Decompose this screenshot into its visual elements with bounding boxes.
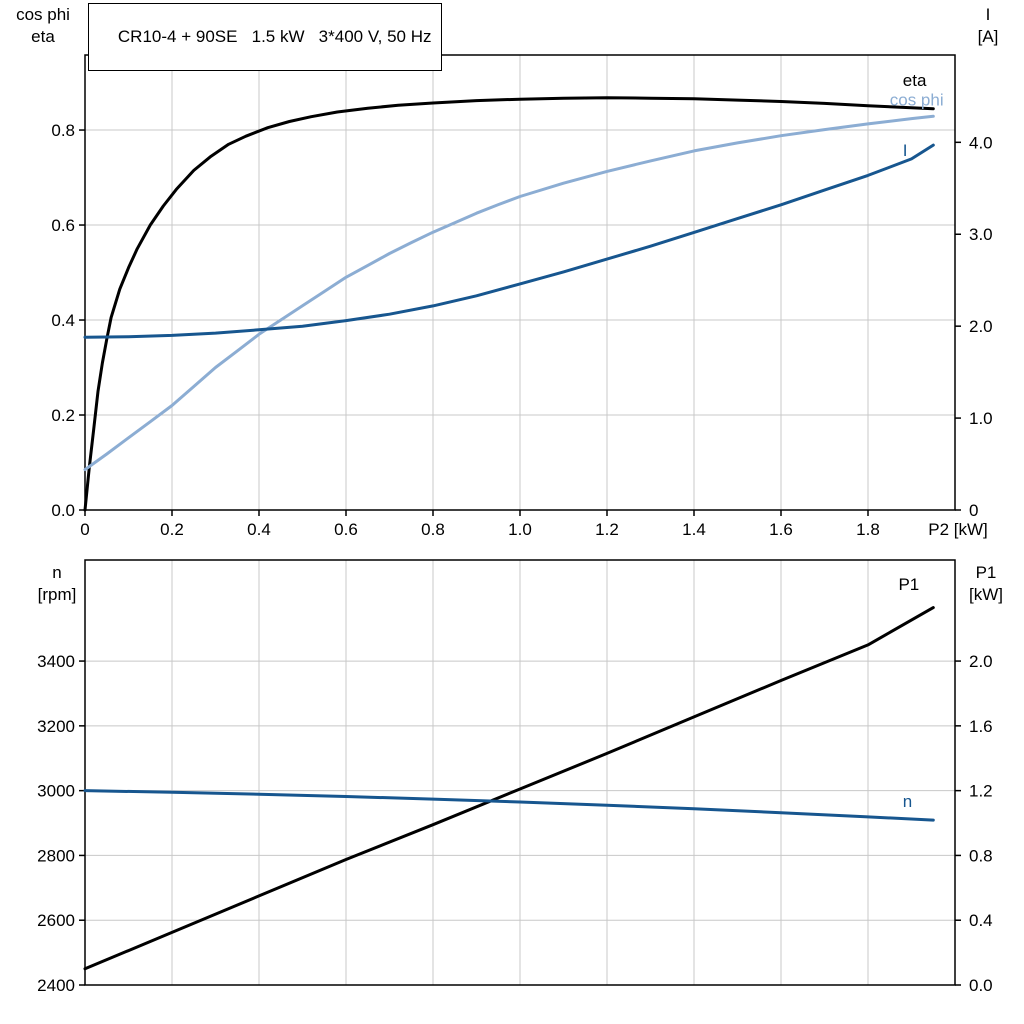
chart-title-box: CR10-4 + 90SE 1.5 kW 3*400 V, 50 Hz bbox=[88, 3, 443, 71]
x-tick-label: 1.8 bbox=[856, 520, 880, 539]
bottom-right-axis-label: P1 [kW] bbox=[956, 562, 1016, 606]
x-tick-label: 0.8 bbox=[421, 520, 445, 539]
right-tick-label: 3.0 bbox=[969, 225, 993, 244]
series-label-p1: P1 bbox=[898, 575, 919, 594]
x-tick-label: 1.2 bbox=[595, 520, 619, 539]
axis-label-p1: P1 bbox=[975, 563, 997, 582]
series-label-speed: n bbox=[903, 792, 912, 811]
curve-p1 bbox=[83, 606, 935, 971]
series-label-current: I bbox=[903, 141, 908, 160]
left-tick-label: 0.8 bbox=[51, 121, 75, 140]
x-tick-label: 1.4 bbox=[682, 520, 706, 539]
axis-label-rpm-unit: [rpm] bbox=[37, 585, 77, 604]
right-tick-label: 0.8 bbox=[969, 846, 993, 865]
axis-label-eta: eta bbox=[31, 27, 55, 46]
top-left-axis-label: cos phi eta bbox=[2, 4, 84, 48]
right-tick-label: 0.4 bbox=[969, 911, 993, 930]
top-right-axis-label: I [A] bbox=[960, 4, 1016, 48]
right-tick-label: 1.2 bbox=[969, 782, 993, 801]
left-tick-label: 0.2 bbox=[51, 406, 75, 425]
x-tick-label: 1.0 bbox=[508, 520, 532, 539]
series-label-eta: eta bbox=[903, 71, 927, 90]
plot-frame bbox=[84, 54, 956, 511]
curve-cosphi bbox=[83, 114, 935, 472]
chart-title: CR10-4 + 90SE 1.5 kW 3*400 V, 50 Hz bbox=[117, 27, 432, 46]
axis-label-speed: n bbox=[52, 563, 62, 582]
right-tick-label: 0.0 bbox=[969, 976, 993, 995]
right-tick-label: 1.0 bbox=[969, 409, 993, 428]
left-tick-label: 2600 bbox=[37, 911, 75, 930]
axis-label-current: I bbox=[985, 5, 991, 24]
right-tick-label: 4.0 bbox=[969, 133, 993, 152]
right-tick-label: 0 bbox=[969, 501, 978, 520]
left-tick-label: 0.6 bbox=[51, 216, 75, 235]
curve-current bbox=[83, 143, 935, 339]
left-tick-label: 2400 bbox=[37, 976, 75, 995]
x-tick-label: 0.2 bbox=[160, 520, 184, 539]
x-tick-label: 0.6 bbox=[334, 520, 358, 539]
axis-label-kw-unit: [kW] bbox=[969, 585, 1003, 604]
right-tick-label: 2.0 bbox=[969, 317, 993, 336]
axis-label-ampere-unit: [A] bbox=[977, 27, 999, 46]
left-tick-label: 0.0 bbox=[51, 501, 75, 520]
x-tick-label: 0.4 bbox=[247, 520, 271, 539]
curve-eta bbox=[83, 96, 935, 512]
x-tick-label: 0 bbox=[80, 520, 89, 539]
x-tick-label: 1.6 bbox=[769, 520, 793, 539]
curve-speed bbox=[83, 789, 935, 822]
plot-frame bbox=[84, 559, 956, 986]
series-label-cosphi: cos phi bbox=[890, 90, 944, 109]
right-tick-label: 1.6 bbox=[969, 717, 993, 736]
x-axis-label: P2 [kW] bbox=[928, 520, 988, 539]
bottom-left-axis-label: n [rpm] bbox=[14, 562, 100, 606]
axis-label-cos-phi: cos phi bbox=[16, 5, 70, 24]
left-tick-label: 3000 bbox=[37, 782, 75, 801]
motor-performance-chart: 0 0.2 0.4 0.6 0.8 1.0 1.2 1.4 1.6 1.8 0.0 0.2 0.4 0.6… bbox=[51, 54, 993, 539]
left-tick-label: 3200 bbox=[37, 717, 75, 736]
speed-power-chart: 2400 2600 2800 3000 3200 3400 0.0 0.4 0.8 1.2 1.6 2… bbox=[37, 559, 993, 995]
left-tick-label: 0.4 bbox=[51, 311, 75, 330]
left-tick-label: 3400 bbox=[37, 652, 75, 671]
left-tick-label: 2800 bbox=[37, 846, 75, 865]
right-tick-label: 2.0 bbox=[969, 652, 993, 671]
